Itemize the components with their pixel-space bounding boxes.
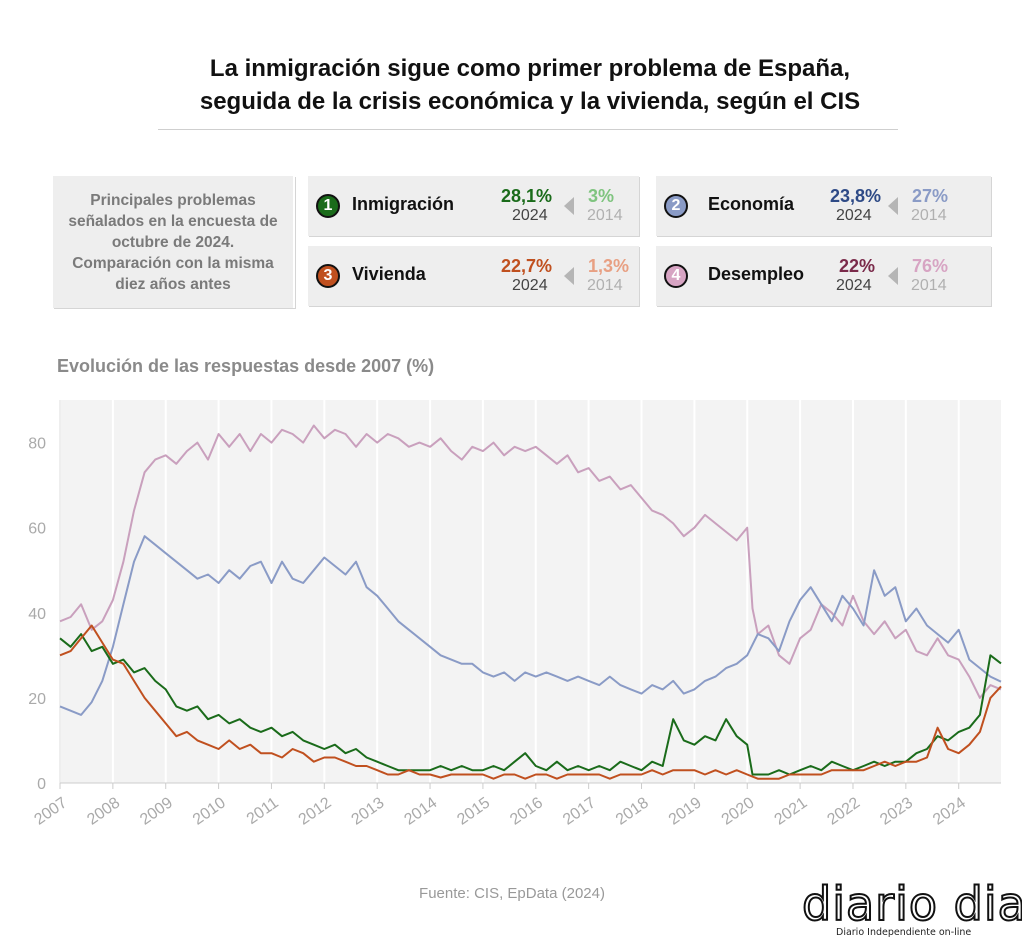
year-2024-vivienda: 2024 — [512, 277, 548, 294]
compare-arrow-icon — [888, 267, 898, 285]
x-tick-label-2017: 2017 — [560, 794, 599, 828]
chart-subtitle: Evolución de las respuestas desde 2007 (… — [57, 356, 435, 376]
x-tick-label-2009: 2009 — [137, 794, 176, 828]
intro-panel: Principales problemas señalados en la en… — [53, 176, 295, 308]
value-2024-desempleo: 22% — [838, 256, 875, 276]
title-divider — [158, 129, 898, 130]
rank-badge-4: 4 — [664, 264, 688, 288]
value-2014-economia: 27% — [912, 186, 949, 206]
grid-lines — [59, 400, 960, 783]
series-lines — [59, 424, 1002, 780]
x-tick-label-2019: 2019 — [666, 794, 705, 828]
title-line-2: seguida de la crisis económica y la vivi… — [199, 88, 861, 115]
x-tick-label-2021: 2021 — [771, 794, 810, 828]
value-2024-economia: 23,8% — [829, 186, 881, 206]
y-tick-label-0: 0 — [37, 776, 46, 793]
x-tick-label-2020: 2020 — [719, 794, 758, 828]
series-line-desempleo — [59, 424, 1002, 699]
x-tick-label-2016: 2016 — [507, 794, 546, 828]
value-2014-desempleo: 76% — [912, 256, 949, 276]
y-tick-label-80: 80 — [28, 436, 46, 453]
title-line-1: La inmigración sigue como primer problem… — [209, 55, 851, 82]
logo-wordmark: diario dia — [802, 878, 1022, 931]
compare-arrow-icon — [564, 267, 574, 285]
source-note: Fuente: CIS, EpData (2024) — [419, 885, 605, 902]
card-inmigracion: 1 Inmigración 28,1% 2024 3% 2014 — [308, 176, 639, 236]
intro-text: Principales problemas señalados en la en… — [68, 191, 278, 293]
rank-badge-1: 1 — [316, 194, 340, 218]
page-title: La inmigración sigue como primer problem… — [100, 52, 960, 118]
x-axis: 2007 2008 2009 2010 2011 2012 2013 2014 2015 2016… — [31, 782, 1001, 829]
value-2024-vivienda: 22,7% — [500, 256, 552, 276]
y-tick-label-20: 20 — [28, 691, 46, 708]
diario-dia-logo: diario dia Diario Independiente on-line — [801, 878, 1022, 938]
year-2024-economia: 2024 — [836, 207, 872, 224]
series-line-vivienda — [59, 624, 1002, 780]
card-label-economia: Economía — [708, 194, 795, 214]
x-tick-label-2008: 2008 — [84, 794, 123, 828]
compare-arrow-icon — [564, 197, 574, 215]
year-2014-inmigracion: 2014 — [587, 207, 623, 224]
year-2024-inmigracion: 2024 — [512, 207, 548, 224]
series-line-economía — [59, 535, 1002, 716]
compare-arrow-icon — [888, 197, 898, 215]
y-tick-label-60: 60 — [28, 521, 46, 538]
card-desempleo: 4 Desempleo 22% 2024 76% 2014 — [656, 246, 991, 306]
logo-tagline: Diario Independiente on-line — [836, 927, 971, 938]
y-axis: 0 20 40 60 80 — [28, 436, 46, 793]
plot-area — [60, 400, 1001, 783]
rank-badge-2: 2 — [664, 194, 688, 218]
x-tick-label-2010: 2010 — [190, 794, 229, 828]
year-2024-desempleo: 2024 — [836, 277, 872, 294]
value-2024-inmigracion: 28,1% — [500, 186, 552, 206]
x-tick-label-2011: 2011 — [244, 794, 282, 828]
x-tick-label-2013: 2013 — [349, 794, 388, 828]
card-label-desempleo: Desempleo — [708, 264, 805, 284]
card-label-vivienda: Vivienda — [352, 264, 426, 284]
x-tick-label-2023: 2023 — [877, 794, 916, 828]
y-tick-label-40: 40 — [28, 606, 46, 623]
x-tick-label-2018: 2018 — [613, 794, 652, 828]
rank-badge-3: 3 — [316, 264, 340, 288]
value-2014-vivienda: 1,3% — [588, 256, 630, 276]
x-tick-label-2012: 2012 — [296, 794, 335, 828]
x-tick-label-2014: 2014 — [401, 794, 440, 828]
year-2014-desempleo: 2014 — [911, 277, 947, 294]
series-line-inmigración — [59, 633, 1002, 776]
value-2014-inmigracion: 3% — [588, 186, 615, 206]
year-2014-economia: 2014 — [911, 207, 947, 224]
x-tick-label-2022: 2022 — [824, 794, 863, 828]
x-tick-label-2024: 2024 — [930, 794, 969, 828]
card-vivienda: 3 Vivienda 22,7% 2024 1,3% 2014 — [308, 246, 639, 306]
year-2014-vivienda: 2014 — [587, 277, 623, 294]
x-tick-label-2015: 2015 — [454, 794, 493, 828]
card-label-inmigracion: Inmigración — [352, 194, 455, 214]
card-economia: 2 Economía 23,8% 2024 27% 2014 — [656, 176, 991, 236]
x-tick-label-2007: 2007 — [31, 794, 70, 828]
